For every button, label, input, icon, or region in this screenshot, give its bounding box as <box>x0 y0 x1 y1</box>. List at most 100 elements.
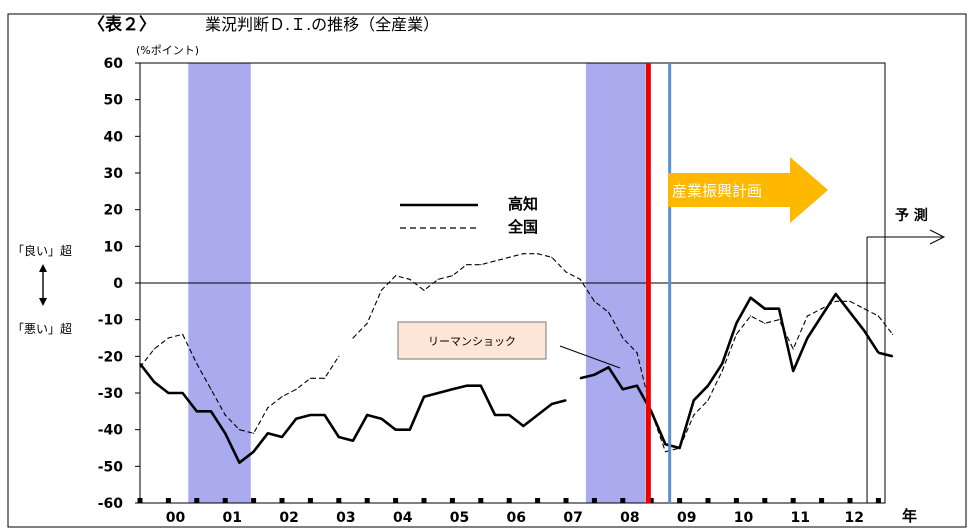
x-tick <box>733 498 739 503</box>
legend: 高知 全国 <box>400 195 538 236</box>
legend-label-kochi: 高知 <box>508 195 538 213</box>
data-point <box>210 388 212 390</box>
data-point <box>295 418 297 420</box>
data-point <box>835 300 837 302</box>
data-point <box>409 429 411 431</box>
data-point <box>721 370 723 372</box>
x-tick <box>279 498 285 503</box>
data-point <box>778 308 780 310</box>
data-point <box>792 348 794 350</box>
data-point <box>835 293 837 295</box>
data-point <box>395 429 397 431</box>
y-tick-label: -30 <box>98 386 124 402</box>
data-point <box>593 374 596 376</box>
data-point <box>153 348 155 350</box>
data-point <box>253 451 255 453</box>
data-point <box>352 337 354 339</box>
x-axis-label: 年 <box>902 507 917 525</box>
data-point <box>679 447 681 449</box>
chart-title: 業況判断Ｄ.Ｉ.の推移（全産業） <box>205 15 439 34</box>
data-point <box>849 311 851 313</box>
x-tick <box>165 498 171 503</box>
data-point <box>224 414 226 416</box>
data-point <box>480 385 482 387</box>
data-point <box>480 264 482 266</box>
x-tick-label: 07 <box>563 510 582 526</box>
data-point <box>877 352 880 354</box>
y-tick-label: -60 <box>98 496 124 512</box>
x-tick-label: 03 <box>336 510 355 526</box>
x-tick <box>535 498 541 503</box>
data-point <box>764 322 766 324</box>
x-tick <box>762 498 768 503</box>
x-tick <box>478 498 484 503</box>
data-point <box>309 414 311 416</box>
y-tick-label: -10 <box>98 313 124 329</box>
x-tick <box>307 498 313 503</box>
y-tick-label: -40 <box>98 423 124 439</box>
data-point <box>494 260 496 262</box>
data-point <box>821 315 823 317</box>
data-point <box>579 377 581 379</box>
y-tick-label: 20 <box>104 203 124 219</box>
y-tick-label: 30 <box>104 166 124 182</box>
x-tick <box>677 498 683 503</box>
outer-border <box>7 13 967 528</box>
data-point <box>792 370 794 372</box>
data-point <box>565 399 567 401</box>
series-lines <box>138 253 894 465</box>
data-point <box>267 432 269 434</box>
y-unit-label: (%ポイント) <box>136 44 199 57</box>
x-tick-label: 05 <box>450 510 469 526</box>
x-tick <box>449 498 455 503</box>
x-tick <box>819 498 825 503</box>
forecast-label: 予 測 <box>895 207 928 224</box>
data-point <box>451 275 453 277</box>
data-point <box>608 366 610 368</box>
data-point <box>551 403 553 405</box>
data-point <box>849 300 851 302</box>
data-point <box>167 392 169 394</box>
data-point <box>224 432 226 434</box>
data-point <box>352 440 354 442</box>
data-point <box>167 337 169 339</box>
data-point <box>395 275 397 277</box>
data-point <box>238 429 240 431</box>
data-point <box>196 410 198 412</box>
data-point <box>281 436 283 438</box>
data-point <box>466 264 468 266</box>
y-tick-label: -20 <box>98 349 124 365</box>
data-point <box>196 363 198 365</box>
x-tick-label: 02 <box>279 510 298 526</box>
data-point <box>508 414 510 416</box>
data-point <box>806 337 809 339</box>
data-point <box>750 315 752 317</box>
data-point <box>494 414 496 416</box>
y-tick-label: -50 <box>98 459 124 475</box>
data-point <box>522 425 525 427</box>
data-point <box>735 333 738 335</box>
data-point <box>182 333 184 335</box>
data-point <box>636 385 638 387</box>
forecast-arrow-icon <box>866 229 946 503</box>
data-point <box>892 333 894 335</box>
bad-exceed-label: 「悪い」超 <box>12 321 72 336</box>
x-tick <box>251 498 257 503</box>
data-point <box>338 436 340 438</box>
data-point <box>551 256 553 258</box>
x-tick <box>591 498 597 503</box>
data-point <box>153 381 155 383</box>
y-axis: 60 50 40 30 20 10 0 -10 -20 -30 -40 -50 -60 <box>98 56 140 512</box>
good-exceed-label: 「良い」超 <box>12 243 72 258</box>
data-point <box>707 399 709 401</box>
data-point <box>423 396 425 398</box>
x-tick <box>364 498 370 503</box>
x-tick <box>421 498 427 503</box>
data-point <box>281 396 283 398</box>
data-point <box>863 308 865 310</box>
x-tick <box>393 498 399 503</box>
x-tick <box>222 498 228 503</box>
x-tick <box>648 498 654 503</box>
